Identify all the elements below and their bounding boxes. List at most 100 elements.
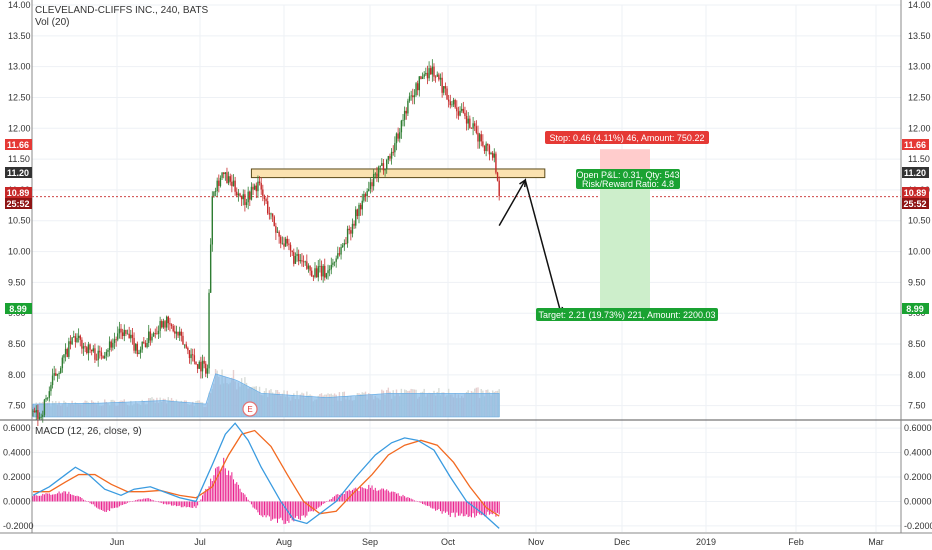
macd-histogram-bar xyxy=(48,493,50,502)
macd-histogram-bar xyxy=(114,501,115,508)
candle-body xyxy=(169,323,171,325)
macd-histogram-bar xyxy=(363,488,365,502)
macd-histogram-bar xyxy=(123,501,125,505)
candle-body xyxy=(53,373,55,376)
macd-histogram-bar xyxy=(348,489,350,502)
macd-histogram-bar xyxy=(410,498,412,502)
candle-body xyxy=(77,335,80,338)
stop-label[interactable]: Stop: 0.46 (4.11%) 46, Amount: 750.22 xyxy=(545,131,709,144)
time-tick-label: Nov xyxy=(528,537,545,547)
macd-histogram-bar xyxy=(105,501,107,512)
candle-body xyxy=(390,151,393,159)
candle-body xyxy=(250,186,253,200)
macd-histogram-bar xyxy=(321,501,323,506)
price-tick-label: 7.50 xyxy=(908,401,926,411)
macd-line xyxy=(32,422,500,529)
macd-histogram-bar xyxy=(327,500,329,502)
earnings-marker[interactable]: E xyxy=(242,401,258,417)
macd-histogram-bar xyxy=(55,494,57,502)
volume-pane xyxy=(32,369,500,418)
candle-body xyxy=(359,204,362,210)
macd-histogram-bar xyxy=(374,487,376,502)
macd-histogram-bar xyxy=(61,492,63,502)
candle-body xyxy=(84,346,86,348)
macd-histogram-bar xyxy=(409,497,411,502)
candle-body xyxy=(291,250,293,253)
macd-histogram-bar xyxy=(254,501,256,509)
candle-body xyxy=(121,332,124,337)
candle-body xyxy=(113,339,116,343)
macd-histogram-bar xyxy=(37,495,39,502)
macd-tick-label: 0.6000 xyxy=(904,423,932,433)
resistance-zone[interactable] xyxy=(250,168,546,179)
candle-body xyxy=(348,228,350,231)
candle-body xyxy=(268,213,271,215)
macd-histogram-bar xyxy=(94,501,96,507)
macd-histogram-bar xyxy=(195,501,197,509)
candle-body xyxy=(467,118,469,124)
price-tick-label-left: 10.00 xyxy=(8,247,31,257)
candle-body xyxy=(42,414,44,417)
macd-histogram-bar xyxy=(273,501,275,519)
candle-body xyxy=(46,397,49,399)
macd-histogram-bar xyxy=(294,501,296,518)
candle-body xyxy=(372,174,375,187)
macd-histogram-bar xyxy=(56,493,58,502)
macd-histogram-bar xyxy=(365,488,367,502)
candle-body xyxy=(175,331,178,334)
candle-body xyxy=(192,354,194,356)
right-tag-countdown-text: 25:52 xyxy=(903,199,926,209)
open-pnl-label[interactable]: Open P&L: 0.31, Qty: 543 Risk/Reward Rat… xyxy=(576,169,680,189)
right-tag-stop-text: 11.66 xyxy=(904,140,926,150)
candle-body xyxy=(263,195,266,199)
macd-histogram-bar xyxy=(89,501,91,504)
candle-body xyxy=(286,238,288,244)
left-tag-stop-text: 11.66 xyxy=(7,140,29,150)
macd-histogram-bar xyxy=(438,501,440,510)
earnings-icon[interactable] xyxy=(242,401,258,417)
candle-body xyxy=(273,216,275,227)
macd-histogram-bar xyxy=(332,497,334,502)
macd-histogram-bar xyxy=(205,488,207,502)
candle-body xyxy=(495,153,497,173)
macd-histogram-bar xyxy=(456,501,458,513)
candle-body xyxy=(301,260,303,262)
candle-body xyxy=(128,333,130,339)
candle-body xyxy=(179,331,181,336)
macd-histogram-bar xyxy=(143,498,145,502)
candle-body xyxy=(89,344,91,350)
macd-histogram-bar xyxy=(479,501,481,515)
candle-body xyxy=(213,191,215,197)
macd-histogram-bar xyxy=(81,498,83,502)
macd-histogram-bar xyxy=(76,495,78,502)
macd-histogram-bar xyxy=(334,496,336,502)
candle-body xyxy=(280,236,282,244)
candle-body xyxy=(296,253,298,256)
macd-histogram-bar xyxy=(188,501,190,508)
candle-body xyxy=(156,333,158,335)
macd-histogram-bar xyxy=(430,501,432,508)
macd-histogram-bar xyxy=(138,499,140,502)
macd-histogram-bar xyxy=(405,497,407,502)
target-label[interactable]: Target: 2.21 (19.73%) 221, Amount: 2200.… xyxy=(536,308,718,321)
macd-histogram-bar xyxy=(290,501,292,519)
macd-histogram-bar xyxy=(202,495,204,502)
candle-body xyxy=(196,364,199,369)
candle-body xyxy=(403,110,406,120)
candle-body xyxy=(451,104,453,106)
position-tool[interactable] xyxy=(498,149,650,316)
candle-body xyxy=(327,270,329,274)
candle-body xyxy=(498,180,500,197)
macd-histogram-bar xyxy=(296,501,298,517)
target-zone[interactable] xyxy=(600,177,650,314)
macd-histogram-bar xyxy=(208,486,210,502)
candle-body xyxy=(271,213,274,217)
right-tag-stop xyxy=(902,139,929,150)
macd-histogram-bar xyxy=(395,493,397,502)
macd-histogram-bar xyxy=(125,501,127,504)
macd-histogram-bar xyxy=(206,488,208,502)
candle-body xyxy=(325,273,328,278)
macd-histogram-bar xyxy=(211,481,213,502)
macd-histogram-bar xyxy=(351,489,353,502)
